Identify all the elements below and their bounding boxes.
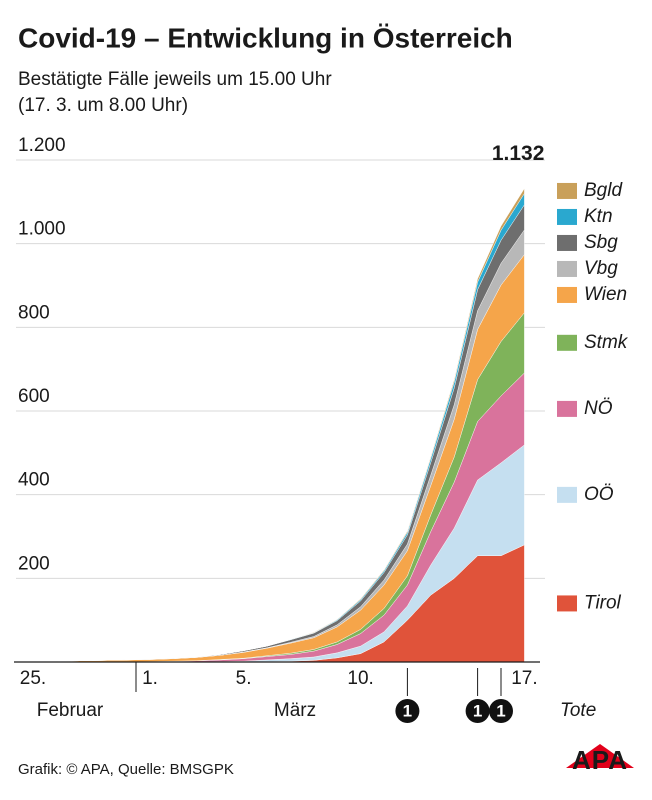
y-tick-label: 1.200 <box>18 135 66 156</box>
death-value: 1 <box>473 701 482 720</box>
legend-swatch <box>557 260 577 277</box>
month-label: März <box>274 700 316 721</box>
legend-label: NÖ <box>584 398 613 419</box>
y-tick-label: 600 <box>18 386 50 407</box>
y-tick-label: 1.000 <box>18 219 66 240</box>
legend-label: Sbg <box>584 232 618 253</box>
subtitle: Bestätigte Fälle jeweils um 15.00 Uhr <box>18 69 332 90</box>
death-value: 1 <box>496 701 505 720</box>
total-label: 1.132 <box>492 142 545 165</box>
legend-label: Tirol <box>584 592 622 613</box>
death-marker <box>465 699 490 723</box>
x-tick-label: 5. <box>236 668 252 689</box>
legend-swatch <box>557 234 577 251</box>
x-tick-label: 1. <box>142 668 158 689</box>
chart-title: Covid-19 – Entwicklung in Österreich <box>18 22 513 53</box>
y-tick-label: 200 <box>18 553 50 574</box>
y-tick-label: 800 <box>18 302 50 323</box>
legend-swatch <box>557 182 577 199</box>
x-tick-label: 25. <box>20 668 46 689</box>
logo: APA <box>572 745 628 775</box>
legend-label: Bgld <box>584 180 623 201</box>
legend-swatch <box>557 286 577 303</box>
x-tick-label: 17. <box>511 668 537 689</box>
legend-swatch <box>557 595 577 612</box>
legend-label: OÖ <box>584 484 614 505</box>
legend-label: Wien <box>584 284 627 305</box>
y-tick-label: 400 <box>18 470 50 491</box>
legend-label: Stmk <box>584 332 629 353</box>
death-marker <box>489 699 513 723</box>
x-tick-label: 10. <box>347 668 373 689</box>
source: Grafik: © APA, Quelle: BMSGPK <box>18 761 234 778</box>
legend-swatch <box>557 334 577 351</box>
month-label: Februar <box>37 700 104 721</box>
deaths-label: Tote <box>560 700 596 721</box>
death-value: 1 <box>403 701 412 720</box>
legend-swatch <box>557 486 577 503</box>
legend-label: Ktn <box>584 206 613 227</box>
area <box>33 187 525 662</box>
legend-swatch <box>557 400 577 417</box>
subtitle: (17. 3. um 8.00 Uhr) <box>18 95 188 116</box>
logo-mark <box>566 744 634 768</box>
legend-swatch <box>557 208 577 225</box>
legend-label: Vbg <box>584 258 618 279</box>
death-marker <box>395 699 420 723</box>
